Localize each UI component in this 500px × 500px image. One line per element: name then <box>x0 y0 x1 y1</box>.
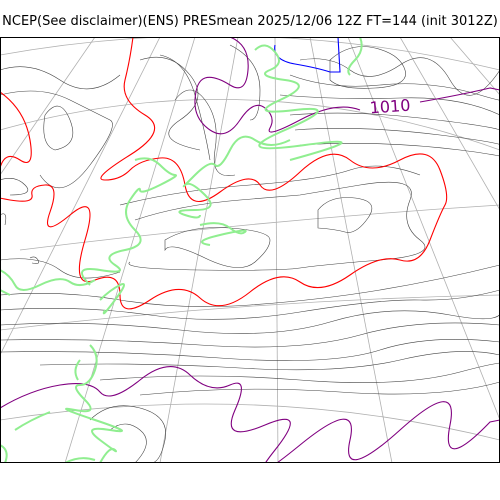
isobars <box>0 44 500 463</box>
map-title: NCEP(See disclaimer)(ENS) PRESmean 2025/… <box>2 14 498 29</box>
isobar-1010 <box>0 37 500 463</box>
pressure-map: 1010 <box>0 37 500 463</box>
isobars-red <box>0 37 448 310</box>
coastline <box>0 37 363 463</box>
isobar-label-1010: 1010 <box>369 96 411 118</box>
